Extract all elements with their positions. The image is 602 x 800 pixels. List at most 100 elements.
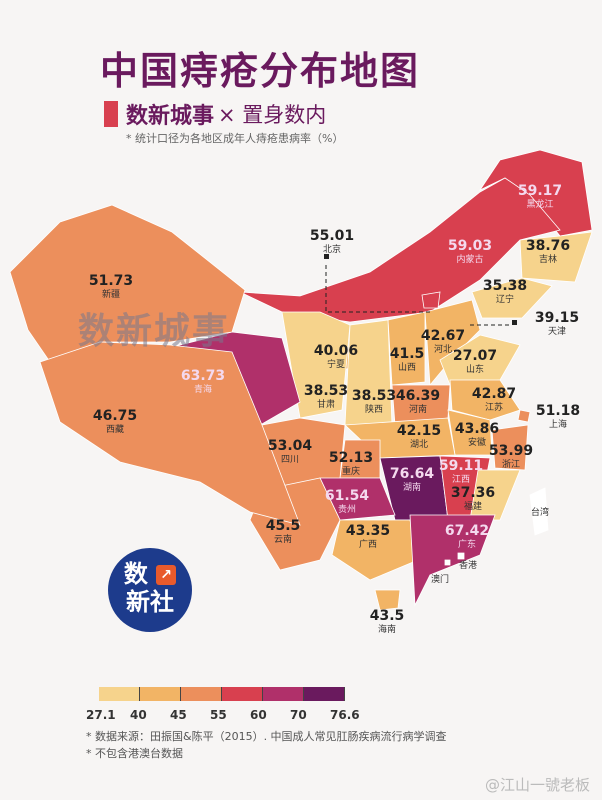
region-name: 山西 (398, 362, 416, 373)
region-value: 40.06 (314, 343, 358, 359)
region-山西 (387, 311, 426, 386)
legend-tick: 27.1 (86, 708, 116, 722)
region-value: 38.53 (352, 388, 396, 404)
region-value: 51.73 (89, 273, 133, 289)
region-value: 53.04 (268, 438, 313, 454)
region-value: 76.64 (390, 466, 435, 482)
region-name: 台湾 (531, 506, 549, 518)
legend-swatch (181, 687, 222, 701)
region-value: 52.13 (329, 450, 373, 466)
legend-tick: 45 (170, 708, 187, 722)
watermark-overlay: 数新城事 (78, 311, 231, 352)
region-name: 湖南 (403, 481, 421, 493)
region-name: 宁夏 (327, 358, 345, 370)
region-value: 46.39 (396, 388, 440, 404)
region-澳门 (444, 559, 451, 566)
region-name: 新疆 (102, 288, 120, 300)
region-name: 陕西 (365, 403, 383, 415)
region-name: 海南 (378, 623, 396, 635)
region-name: 福建 (464, 500, 482, 512)
region-name: 天津 (548, 326, 566, 337)
region-value: 43.86 (455, 421, 499, 437)
region-广西 (331, 519, 419, 581)
region-value: 37.36 (451, 485, 495, 501)
region-value: 41.5 (390, 346, 425, 362)
legend-ticks: 27.1 40 45 55 60 70 76.6 (86, 708, 360, 724)
logo-text-1: 数 (123, 560, 148, 588)
region-value: 46.75 (93, 408, 137, 424)
region-甘肃 (281, 311, 351, 419)
region-北京 (421, 291, 441, 309)
legend-swatch (222, 687, 263, 701)
region-value: 59.03 (448, 238, 492, 254)
region-value: 43.35 (346, 523, 390, 539)
region-name: 广西 (359, 538, 377, 550)
region-value: 45.5 (266, 518, 301, 534)
region-江苏 (449, 379, 521, 421)
region-name: 黑龙江 (526, 198, 553, 210)
legend-swatch (140, 687, 181, 701)
region-value: 38.76 (526, 238, 570, 254)
legend-tick: 76.6 (330, 708, 360, 722)
region-安徽 (447, 409, 493, 456)
region-name: 江西 (452, 474, 470, 485)
region-新疆 (9, 204, 246, 363)
region-西藏 (39, 341, 301, 526)
city-marker (324, 254, 329, 259)
region-value: 53.99 (489, 443, 533, 459)
region-上海 (517, 409, 531, 423)
region-name: 内蒙古 (456, 253, 483, 265)
region-value: 59.11 (439, 458, 483, 474)
region-name: 青海 (194, 383, 212, 395)
legend-tick: 40 (130, 708, 147, 722)
legend-swatch (99, 687, 140, 701)
brand-suffix: × 置身数内 (218, 103, 327, 127)
page-title: 中国痔疮分布地图 (100, 49, 421, 93)
region-value: 55.01 (310, 228, 354, 244)
region-name: 广东 (458, 538, 476, 550)
weibo-watermark: @江山一號老板 (484, 776, 590, 794)
region-value: 38.53 (304, 383, 348, 399)
region-name: 山东 (466, 363, 484, 375)
region-value: 42.87 (472, 386, 516, 402)
chart-line-icon: ↗ (156, 565, 177, 585)
region-name: 云南 (274, 533, 292, 545)
accent-bar (104, 101, 118, 127)
region-name: 浙江 (502, 458, 520, 470)
region-name: 香港 (459, 559, 477, 571)
beijing-leader-line (325, 265, 430, 313)
color-legend (99, 687, 345, 701)
region-广东 (409, 514, 496, 607)
region-name: 西藏 (106, 423, 124, 435)
subtitle: 数新城事 × 置身数内 (104, 98, 326, 130)
region-name: 安徽 (468, 436, 486, 448)
region-value: 43.5 (370, 608, 405, 624)
region-辽宁 (471, 277, 553, 319)
region-name: 吉林 (539, 253, 557, 265)
logo: 数 ↗ 新社 (108, 548, 192, 632)
legend-tick: 60 (250, 708, 267, 722)
region-name: 湖北 (410, 439, 428, 450)
region-value: 61.54 (325, 488, 370, 504)
region-name: 北京 (323, 243, 341, 255)
region-海南 (374, 589, 401, 611)
region-山东 (439, 334, 521, 386)
legend-tick: 55 (210, 708, 227, 722)
region-name: 甘肃 (317, 398, 335, 410)
region-name: 重庆 (342, 465, 360, 477)
region-吉林 (519, 231, 593, 283)
region-value: 42.15 (397, 423, 441, 439)
legend-tick: 70 (290, 708, 307, 722)
region-name: 河南 (409, 403, 427, 415)
region-name: 上海 (549, 418, 567, 430)
exclusion-note: * 不包含港澳台数据 (86, 747, 183, 760)
data-source: * 数据来源：田振国&陈平（2015）. 中国成人常见肛肠疾病流行病学调查 (86, 730, 447, 743)
legend-swatch (304, 687, 345, 701)
region-内蒙古 (239, 177, 561, 323)
region-value: 39.15 (535, 310, 579, 326)
region-香港 (457, 552, 465, 560)
region-value: 59.17 (518, 183, 562, 199)
legend-swatch (263, 687, 304, 701)
region-name: 澳门 (431, 573, 449, 585)
